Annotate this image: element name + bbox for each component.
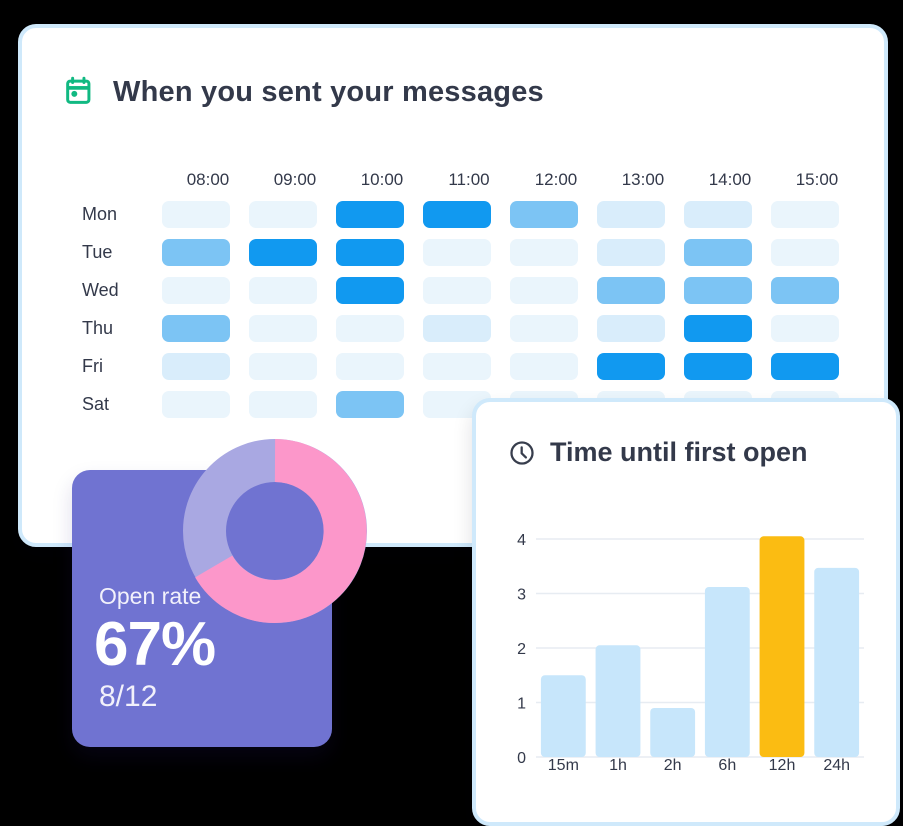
svg-text:1h: 1h (609, 757, 627, 774)
svg-text:0: 0 (517, 750, 526, 767)
svg-text:2: 2 (517, 641, 526, 658)
svg-text:4: 4 (517, 532, 526, 549)
svg-text:6h: 6h (718, 757, 736, 774)
svg-text:24h: 24h (823, 757, 850, 774)
svg-text:12h: 12h (769, 757, 796, 774)
svg-text:3: 3 (517, 587, 526, 604)
svg-text:1: 1 (517, 696, 526, 713)
svg-text:2h: 2h (664, 757, 682, 774)
svg-text:15m: 15m (548, 757, 579, 774)
